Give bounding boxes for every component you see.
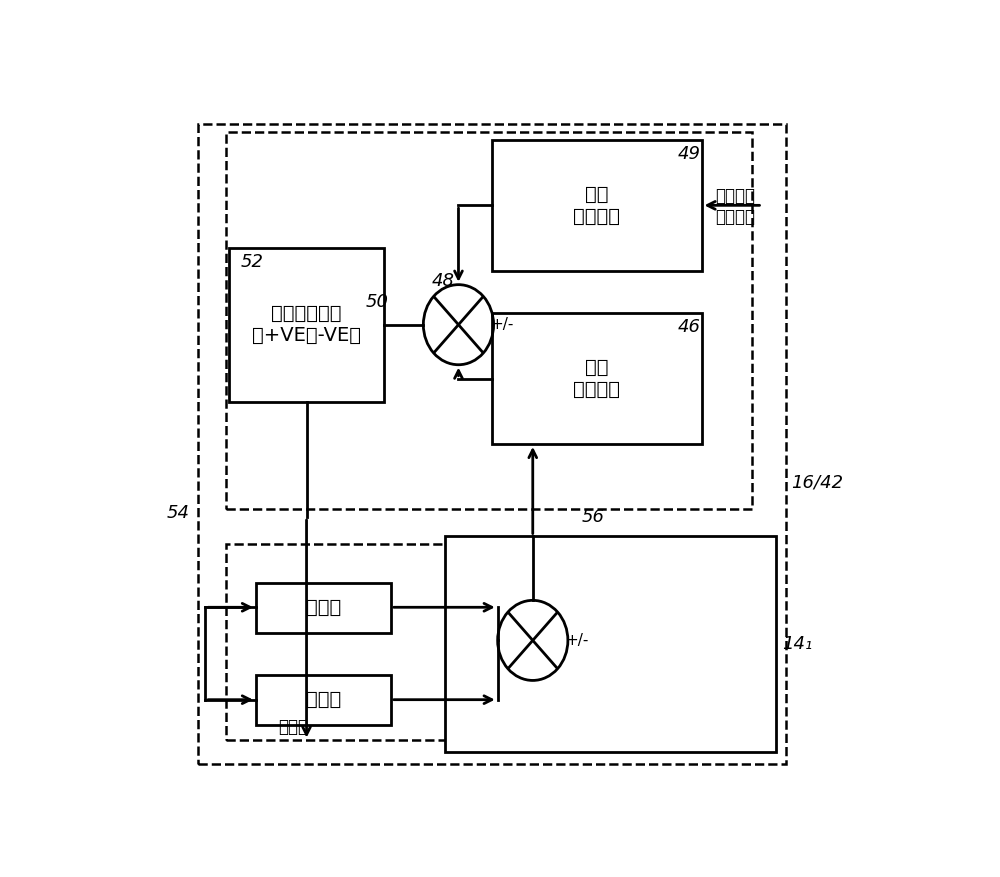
Bar	[226, 544, 448, 740]
Text: 52: 52	[241, 253, 264, 270]
Text: 期望设定
速度输入: 期望设定 速度输入	[715, 188, 755, 226]
Bar	[198, 125, 786, 764]
Text: 56: 56	[582, 508, 605, 526]
Bar	[256, 582, 391, 632]
Text: 54: 54	[167, 504, 190, 523]
Text: 48: 48	[432, 272, 455, 289]
Text: +/-: +/-	[566, 633, 589, 648]
Text: 右车轮: 右车轮	[306, 690, 341, 709]
Text: 14₁: 14₁	[783, 635, 813, 653]
Text: 49: 49	[678, 145, 701, 163]
Text: 46: 46	[678, 318, 701, 336]
Bar	[226, 132, 752, 510]
Text: 车轮扭矩命令
（+VE或-VE）: 车轮扭矩命令 （+VE或-VE）	[252, 304, 361, 346]
Bar	[492, 140, 702, 271]
Text: 16/42: 16/42	[791, 474, 843, 491]
Text: 左车轮: 左车轮	[306, 598, 341, 617]
Text: +/-: +/-	[490, 317, 513, 332]
Bar	[492, 313, 702, 444]
Bar	[445, 537, 776, 752]
Bar	[229, 247, 384, 402]
Text: 从动轴: 从动轴	[278, 718, 308, 737]
Text: 车辆
参考速度: 车辆 参考速度	[573, 358, 620, 399]
Text: 期望
车辆速度: 期望 车辆速度	[573, 185, 620, 226]
Bar	[256, 675, 391, 725]
Text: 50: 50	[366, 293, 389, 310]
